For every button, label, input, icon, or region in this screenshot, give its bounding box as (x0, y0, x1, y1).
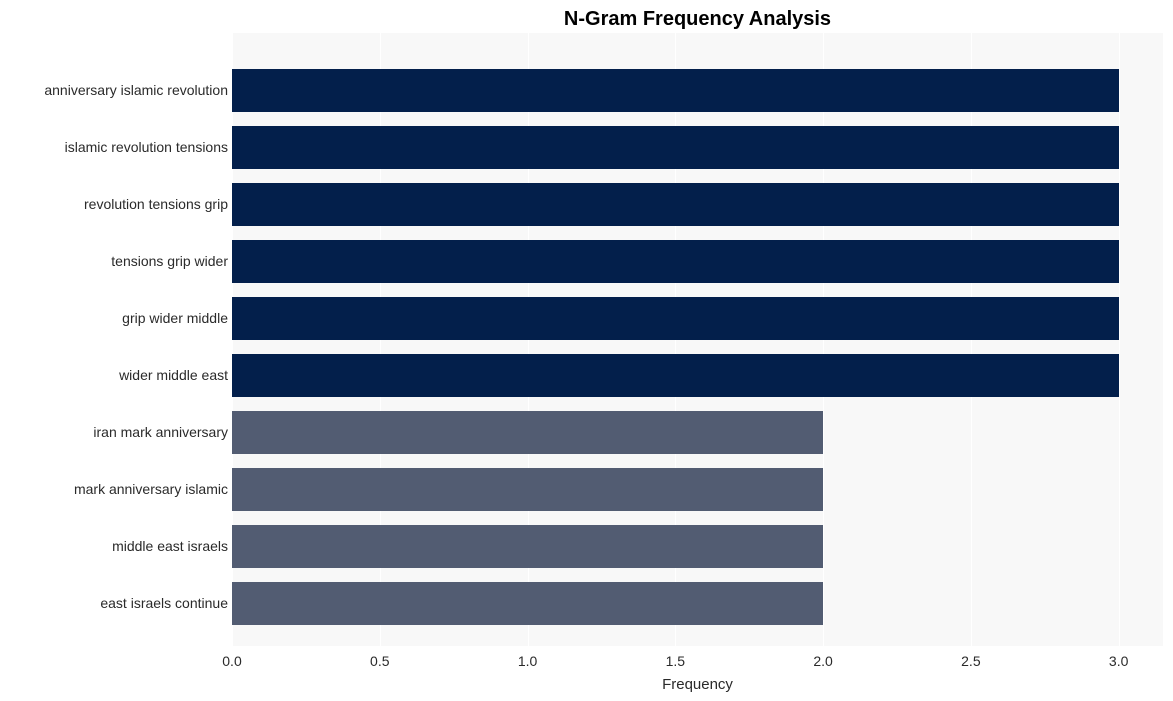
bar (232, 183, 1119, 226)
x-tick-label: 1.0 (518, 653, 537, 669)
y-tick-label: middle east israels (112, 538, 228, 554)
chart-title: N-Gram Frequency Analysis (232, 8, 1163, 31)
x-tick-label: 0.5 (370, 653, 389, 669)
x-axis-title: Frequency (232, 676, 1163, 693)
x-tick-label: 0.0 (222, 653, 241, 669)
y-tick-label: revolution tensions grip (84, 196, 228, 212)
bar (232, 240, 1119, 283)
y-tick-label: mark anniversary islamic (74, 481, 228, 497)
y-tick-label: islamic revolution tensions (65, 139, 228, 155)
y-tick-label: east israels continue (100, 595, 228, 611)
y-tick-label: anniversary islamic revolution (44, 82, 228, 98)
ngram-frequency-chart: N-Gram Frequency Analysis Frequency anni… (0, 0, 1173, 701)
bar (232, 582, 823, 625)
x-tick-label: 1.5 (666, 653, 685, 669)
bar (232, 297, 1119, 340)
x-tick-label: 2.5 (961, 653, 980, 669)
x-gridline (1119, 33, 1120, 646)
bar (232, 69, 1119, 112)
bar (232, 411, 823, 454)
y-tick-label: wider middle east (119, 367, 228, 383)
x-tick-label: 2.0 (813, 653, 832, 669)
y-tick-label: tensions grip wider (111, 253, 228, 269)
y-tick-label: iran mark anniversary (93, 424, 228, 440)
bar (232, 354, 1119, 397)
bar (232, 468, 823, 511)
bar (232, 525, 823, 568)
bar (232, 126, 1119, 169)
plot-area (232, 33, 1163, 646)
y-tick-label: grip wider middle (122, 310, 228, 326)
x-tick-label: 3.0 (1109, 653, 1128, 669)
